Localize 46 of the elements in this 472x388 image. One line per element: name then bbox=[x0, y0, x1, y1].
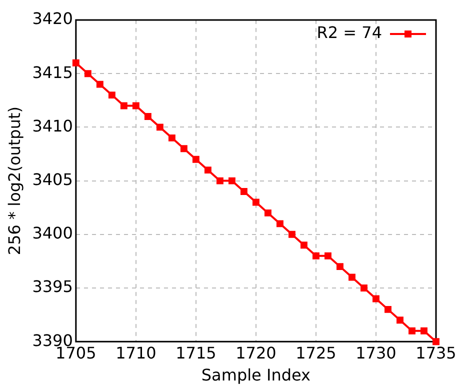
point bbox=[360, 284, 368, 292]
point bbox=[324, 252, 332, 260]
point bbox=[240, 188, 248, 195]
point bbox=[144, 113, 152, 120]
point bbox=[264, 209, 272, 216]
y-tick-label: 3395 bbox=[32, 277, 73, 296]
point bbox=[408, 327, 416, 334]
x-tick-label: 1710 bbox=[116, 343, 156, 362]
point bbox=[396, 316, 404, 324]
y-tick-label: 3415 bbox=[32, 62, 73, 82]
point bbox=[384, 306, 392, 313]
point bbox=[420, 327, 428, 334]
point bbox=[192, 156, 200, 163]
point bbox=[300, 242, 308, 249]
point bbox=[72, 59, 80, 66]
x-tick-label: 1725 bbox=[296, 343, 336, 362]
y-tick-label: 3400 bbox=[32, 224, 73, 243]
point bbox=[120, 102, 128, 110]
x-tick-label: 1730 bbox=[356, 343, 396, 362]
point bbox=[348, 274, 356, 281]
point bbox=[372, 295, 380, 302]
point bbox=[84, 70, 92, 78]
point bbox=[96, 80, 104, 88]
point bbox=[276, 220, 284, 228]
point bbox=[108, 92, 116, 99]
y-axis-title: 256 * log2(output) bbox=[4, 106, 24, 256]
point bbox=[288, 230, 296, 238]
x-tick-label: 1720 bbox=[236, 343, 276, 362]
point bbox=[228, 177, 236, 184]
x-tick-label: 1735 bbox=[416, 343, 456, 362]
x-tick-label: 1715 bbox=[176, 343, 216, 362]
point bbox=[132, 102, 140, 110]
y-tick-label: 3410 bbox=[32, 116, 73, 136]
point bbox=[252, 198, 260, 206]
y-tick-label: 3405 bbox=[32, 170, 73, 189]
point bbox=[168, 134, 176, 142]
point bbox=[336, 263, 344, 270]
point bbox=[312, 252, 320, 260]
point bbox=[156, 124, 164, 131]
x-axis-title: Sample Index bbox=[201, 366, 311, 385]
point bbox=[180, 145, 188, 152]
point bbox=[432, 338, 440, 346]
legend-label: R2 = 74 bbox=[316, 23, 382, 42]
point bbox=[204, 166, 212, 174]
y-tick-label: 3420 bbox=[32, 9, 73, 28]
point bbox=[216, 177, 224, 184]
